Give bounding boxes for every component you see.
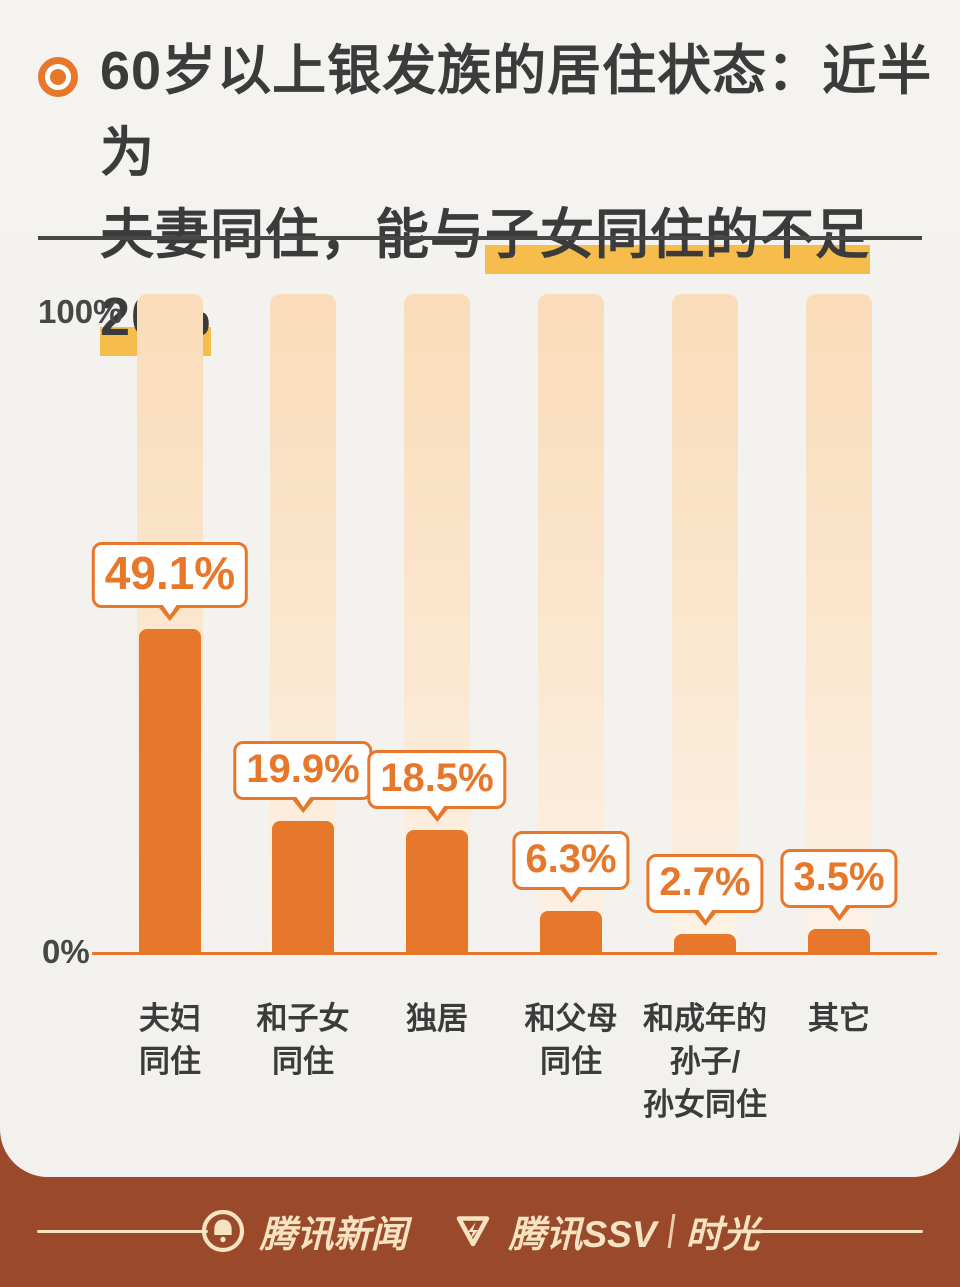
value-label: 2.7% (659, 860, 751, 905)
bar-fill (406, 830, 468, 952)
value-label: 6.3% (525, 837, 617, 882)
xlabel-alone: 独居 (406, 1001, 468, 1036)
value-label: 49.1% (104, 547, 236, 600)
ytick-100: 100% (38, 293, 123, 330)
tencent-ssv-label: 腾讯SSV (508, 1214, 657, 1255)
callout-pointer-inner (427, 803, 446, 816)
ytick-0: 0% (42, 933, 90, 970)
xlabel-other: 其它 (808, 1001, 870, 1036)
bar-column-3: 18.5% (367, 294, 507, 952)
shiguang-label: 时光 (685, 1214, 760, 1255)
x-axis-baseline (92, 952, 937, 955)
bar-column-1: 49.1% (91, 294, 249, 952)
value-callout: 19.9% (233, 741, 373, 813)
callout-pointer-inner (829, 902, 848, 915)
bar-fill (540, 911, 602, 952)
bar-column-2: 19.9% (233, 294, 373, 952)
header-divider (38, 236, 922, 240)
bullet-target-dot (50, 69, 66, 85)
callout-pointer-inner (695, 907, 714, 920)
title-line-1: 60岁以上银发族的居住状态：近半为 (100, 30, 940, 194)
bar-fill (808, 929, 870, 952)
value-label: 19.9% (246, 747, 360, 792)
callout-pointer-inner (293, 794, 312, 807)
title-line-2-prefix: 夫妻同住，能与 (100, 205, 485, 265)
value-callout: 18.5% (367, 750, 507, 822)
value-callout: 3.5% (780, 849, 898, 921)
bar-track (672, 294, 738, 952)
callout-pointer-inner (561, 884, 580, 897)
bar-track (806, 294, 872, 952)
bar-column-5: 2.7% (638, 294, 772, 952)
footer-logos: 腾讯新闻 腾讯SSV 时光 (0, 1204, 960, 1258)
page-title: 60岁以上银发族的居住状态：近半为 夫妻同住，能与子女同住的不足20% (100, 30, 940, 358)
value-callout: 2.7% (646, 854, 764, 926)
bar-fill (272, 821, 334, 952)
title-line-2: 夫妻同住，能与子女同住的不足20% (100, 194, 940, 358)
bar-column-6: 3.5% (772, 294, 906, 952)
tencent-news-label: 腾讯新闻 (259, 1214, 408, 1255)
bar-column-4: 6.3% (504, 294, 638, 952)
bullet-target-icon (38, 57, 78, 97)
footer-right-line (752, 1230, 923, 1233)
value-label: 3.5% (793, 855, 885, 900)
xlabel-couple: 夫妇 同住 (139, 1001, 201, 1079)
bar-fill (674, 934, 736, 952)
bar-fill (139, 629, 201, 952)
footer-separator (667, 1214, 675, 1248)
xlabel-parents: 和父母 同住 (524, 1001, 618, 1079)
tencent-news-bell-icon (202, 1209, 245, 1253)
title-line-1-text: 60岁以上银发族的居住状态：近半为 (100, 41, 933, 183)
footer-left-line (37, 1230, 208, 1233)
xlabel-children: 和子女 同住 (256, 1001, 350, 1079)
callout-pointer-inner (161, 602, 179, 615)
value-callout: 49.1% (91, 542, 249, 621)
tencent-ssv-icon (457, 1216, 490, 1247)
value-callout: 6.3% (512, 831, 630, 903)
xlabel-grandchildren: 和成年的 孙子/ 孙女同住 (643, 1001, 767, 1122)
value-label: 18.5% (380, 756, 494, 801)
